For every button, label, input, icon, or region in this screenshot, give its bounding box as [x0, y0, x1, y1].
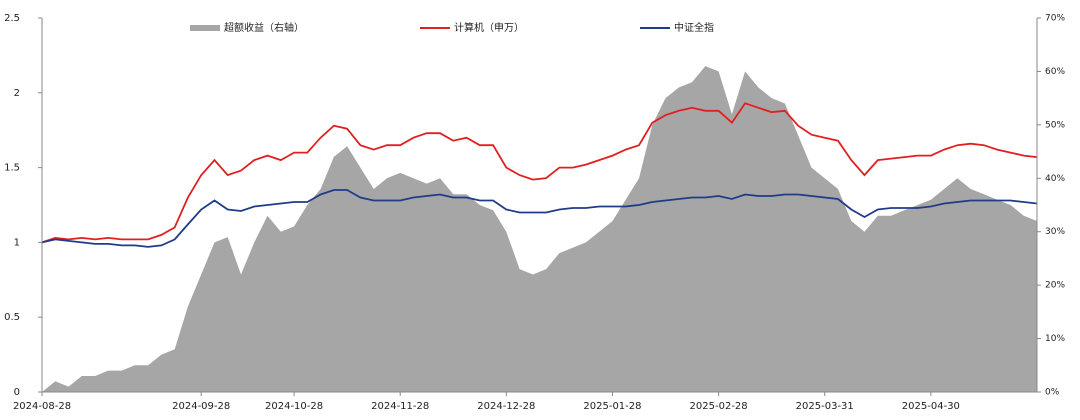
y-tick-label: 1	[14, 237, 20, 248]
y2-tick-label: 70%	[1045, 14, 1065, 24]
legend-label: 超额收益（右轴）	[224, 21, 304, 34]
x-tick-label: 2024-08-28	[13, 401, 71, 412]
line	[41, 189, 1038, 248]
x-tick-label: 2024-11-28	[371, 401, 429, 412]
y-tick-label: 0	[14, 387, 20, 398]
x-tick-label: 2024-09-28	[172, 401, 230, 412]
legend: 超额收益（右轴） 计算机（申万） 中证全指	[190, 21, 714, 34]
x-tick-label: 2025-03-31	[796, 401, 854, 412]
y2-tick-label: 40%	[1045, 174, 1065, 184]
area	[42, 66, 1037, 392]
y2-tick-label: 0%	[1045, 388, 1060, 398]
y-tick-label: 2.5	[4, 13, 20, 24]
y-tick-label: 1.5	[4, 163, 20, 174]
y-tick-label: 0.5	[4, 312, 20, 323]
y2-tick-label: 30%	[1045, 227, 1065, 237]
x-tick-label: 2025-01-28	[583, 401, 641, 412]
y2-tick-label: 50%	[1045, 120, 1065, 130]
x-tick-label: 2025-04-30	[902, 401, 960, 412]
legend-swatch	[190, 25, 220, 31]
y2-tick-label: 60%	[1045, 67, 1065, 77]
x-tick-label: 2024-12-28	[477, 401, 535, 412]
legend-label: 中证全指	[674, 21, 714, 34]
x-tick-label: 2025-02-28	[690, 401, 748, 412]
x-tick-label: 2024-10-28	[265, 401, 323, 412]
y2-tick-label: 10%	[1045, 334, 1065, 344]
y2-tick-label: 20%	[1045, 281, 1065, 291]
line	[41, 102, 1038, 244]
legend-label: 计算机（申万）	[454, 21, 524, 34]
y-tick-label: 2	[14, 88, 20, 99]
